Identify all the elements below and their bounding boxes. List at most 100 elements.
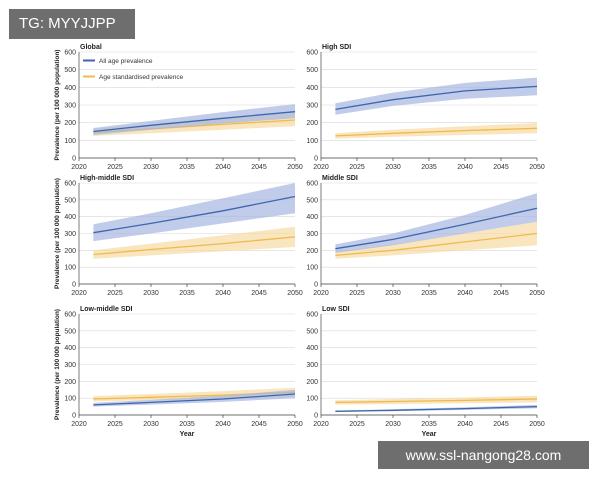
y-tick-label: 400 — [306, 345, 318, 352]
y-tick-label: 400 — [306, 85, 318, 92]
y-tick-label: 200 — [306, 379, 318, 386]
uncertainty-band — [335, 395, 537, 405]
y-tick-label: 600 — [64, 181, 76, 188]
x-tick-label: 2040 — [457, 290, 473, 297]
series-line — [335, 232, 538, 257]
x-tick-label: 2040 — [457, 421, 473, 428]
x-tick-label: 2030 — [385, 164, 401, 171]
y-tick-label: 600 — [306, 312, 318, 319]
chart-panel: 0 100 200 300 400 500 600 2020 2025 2030 2035 2040 2… — [306, 175, 545, 297]
y-tick-label: 400 — [64, 85, 76, 92]
chart-panel: 0 100 200 300 400 500 600 2020 2025 2030 2035 2040 2… — [306, 44, 545, 171]
uncertainty-band — [335, 77, 537, 115]
panel-title: High SDI — [322, 44, 351, 51]
x-tick-label: 2030 — [143, 164, 159, 171]
y-tick-label: 0 — [314, 282, 318, 289]
x-axis-label: Year — [422, 431, 437, 438]
x-tick-label: 2040 — [457, 164, 473, 171]
y-tick-label: 0 — [72, 413, 76, 420]
legend-label: Age standardised prevalence — [99, 74, 184, 81]
y-tick-label: 500 — [64, 197, 76, 204]
series-line — [93, 111, 296, 133]
x-tick-label: 2050 — [529, 164, 545, 171]
legend-label: All age prevalence — [99, 58, 153, 65]
y-tick-label: 600 — [306, 50, 318, 57]
y-axis-label: Prevalence (per 100 000 population) — [54, 178, 61, 289]
series-line — [335, 405, 538, 412]
y-tick-label: 500 — [64, 328, 76, 335]
chart-panel: 0 100 200 300 400 500 600 2020 2025 2030 2035 2040 2… — [306, 306, 545, 438]
x-tick-label: 2045 — [493, 421, 509, 428]
y-tick-label: 200 — [64, 248, 76, 255]
y-tick-label: 300 — [64, 231, 76, 238]
y-tick-label: 300 — [64, 103, 76, 110]
y-tick-label: 200 — [306, 248, 318, 255]
x-axis-label: Year — [180, 431, 195, 438]
series-line — [93, 236, 296, 256]
x-tick-label: 2025 — [107, 421, 123, 428]
x-tick-label: 2035 — [179, 290, 195, 297]
chart-panel: 0 100 200 300 400 500 600 2020 2025 2030 2035 2040 2… — [54, 44, 303, 171]
x-tick-label: 2020 — [313, 164, 329, 171]
x-tick-label: 2025 — [349, 290, 365, 297]
y-tick-label: 0 — [72, 282, 76, 289]
y-tick-label: 0 — [314, 413, 318, 420]
y-tick-label: 0 — [314, 156, 318, 163]
x-tick-label: 2025 — [107, 290, 123, 297]
x-tick-label: 2025 — [349, 421, 365, 428]
y-tick-label: 300 — [306, 231, 318, 238]
x-tick-label: 2040 — [215, 164, 231, 171]
series-line — [335, 398, 538, 404]
y-tick-label: 500 — [306, 67, 318, 74]
y-tick-label: 0 — [72, 156, 76, 163]
x-tick-label: 2045 — [251, 164, 267, 171]
uncertainty-band — [93, 104, 296, 135]
y-tick-label: 100 — [64, 138, 76, 145]
series-line — [93, 393, 296, 406]
x-tick-label: 2030 — [385, 421, 401, 428]
x-tick-label: 2020 — [313, 290, 329, 297]
series-line — [335, 207, 538, 250]
y-tick-label: 100 — [64, 265, 76, 272]
x-tick-label: 2050 — [287, 164, 303, 171]
x-tick-label: 2035 — [421, 421, 437, 428]
y-tick-label: 400 — [306, 214, 318, 221]
panel-title: Middle SDI — [322, 175, 358, 182]
y-tick-label: 300 — [306, 362, 318, 369]
x-tick-label: 2040 — [215, 290, 231, 297]
x-tick-label: 2045 — [251, 290, 267, 297]
panel-title: Low-middle SDI — [80, 306, 133, 313]
chart-panel: 0 100 200 300 400 500 600 2020 2025 2030 2035 2040 2… — [54, 175, 303, 297]
y-tick-label: 200 — [64, 120, 76, 127]
uncertainty-band — [93, 226, 296, 259]
y-tick-label: 600 — [64, 50, 76, 57]
chart-panel: 0 100 200 300 400 500 600 2020 2025 2030 2035 2040 2… — [54, 306, 303, 438]
x-tick-label: 2050 — [529, 290, 545, 297]
y-tick-label: 200 — [306, 120, 318, 127]
uncertainty-band — [93, 183, 296, 242]
y-tick-label: 600 — [64, 312, 76, 319]
y-tick-label: 100 — [306, 265, 318, 272]
x-tick-label: 2025 — [107, 164, 123, 171]
y-tick-label: 400 — [64, 214, 76, 221]
y-axis-label: Prevalence (per 100 000 population) — [54, 309, 61, 420]
uncertainty-band — [335, 193, 537, 253]
x-tick-label: 2020 — [71, 164, 87, 171]
y-tick-label: 500 — [64, 67, 76, 74]
x-tick-label: 2050 — [529, 421, 545, 428]
panel-title: Global — [80, 44, 102, 51]
x-tick-label: 2030 — [385, 290, 401, 297]
x-tick-label: 2045 — [493, 164, 509, 171]
panel-title: Low SDI — [322, 306, 350, 313]
x-tick-label: 2030 — [143, 290, 159, 297]
x-tick-label: 2025 — [349, 164, 365, 171]
uncertainty-band — [335, 221, 537, 259]
watermark-top-left: TG: MYYJJPP — [9, 9, 135, 39]
series-line — [93, 195, 296, 234]
x-tick-label: 2045 — [493, 290, 509, 297]
y-tick-label: 300 — [64, 362, 76, 369]
x-tick-label: 2045 — [251, 421, 267, 428]
y-axis-label: Prevalence (per 100 000 population) — [54, 50, 61, 161]
y-tick-label: 500 — [306, 328, 318, 335]
